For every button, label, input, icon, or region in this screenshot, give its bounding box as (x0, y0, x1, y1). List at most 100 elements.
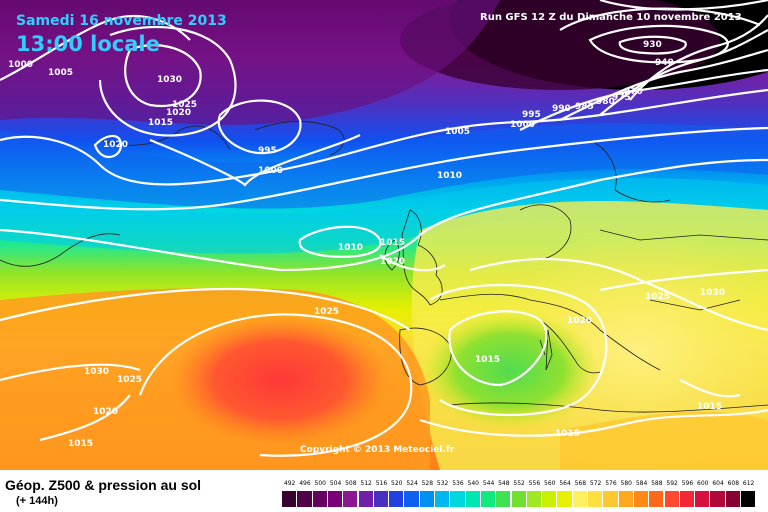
legend-label: 520 (391, 480, 403, 487)
legend-label: 608 (727, 480, 740, 487)
pressure-label: 1025 (117, 375, 142, 385)
legend-swatch (496, 491, 512, 507)
legend-swatch (603, 491, 619, 507)
pressure-label: 940 (655, 58, 674, 68)
coastlines (0, 121, 768, 413)
legend-swatch (557, 491, 573, 507)
legend-swatch (588, 491, 604, 507)
pressure-label: 1020 (93, 407, 118, 417)
legend-swatch (542, 491, 558, 507)
legend-label: 600 (697, 480, 709, 487)
pressure-label: 1020 (166, 108, 191, 118)
legend-label: 500 (314, 480, 326, 487)
forecast-lead-time: (+ 144h) (16, 495, 58, 507)
pressure-label: 1025 (172, 100, 197, 110)
legend-swatch (389, 491, 405, 507)
legend-swatch (649, 491, 665, 507)
legend-swatch (695, 491, 711, 507)
legend-swatch (741, 491, 757, 507)
pressure-label: 1030 (84, 367, 109, 377)
pressure-label: 985 (575, 102, 594, 112)
pressure-label: 1020 (567, 316, 592, 326)
pressure-label: 990 (552, 104, 571, 114)
pressure-label: 1010 (437, 171, 462, 181)
legend-label: 612 (742, 480, 755, 487)
blue-band (0, 123, 768, 209)
pressure-label: 930 (643, 40, 662, 50)
legend-label: 580 (620, 480, 632, 487)
legend-swatch (297, 491, 313, 507)
legend-label: 508 (345, 480, 357, 487)
pressure-label: 1025 (645, 292, 670, 302)
model-run-label: Run GFS 12 Z du Dimanche 10 novembre 201… (480, 12, 742, 23)
pressure-label: 1015 (555, 429, 580, 439)
pressure-label: 1000 (8, 60, 33, 70)
pressure-label: 1020 (103, 140, 128, 150)
legend-label: 548 (498, 480, 510, 487)
pressure-label: 1015 (475, 355, 500, 365)
legend-swatch (679, 491, 696, 507)
pressure-label: 1010 (338, 243, 363, 253)
legend-label: 576 (605, 480, 617, 487)
pressure-label: 1000 (258, 166, 283, 176)
pressure-label: 975 (612, 93, 631, 103)
map-area: 1000 1005 1030 1025 1020 1015 1020 995 1… (0, 0, 768, 470)
legend-swatch (419, 491, 435, 507)
pressure-label: 995 (522, 110, 541, 120)
pressure-label: 1030 (157, 75, 182, 85)
legend-label: 572 (589, 480, 602, 487)
legend-swatch (480, 491, 497, 507)
pressure-label: 995 (258, 146, 277, 156)
legend-label: 588 (651, 480, 663, 487)
legend-swatch (312, 491, 328, 507)
legend-swatch (358, 491, 374, 507)
legend-swatch (465, 491, 481, 507)
legend-label: 552 (513, 480, 525, 487)
legend-swatch (618, 491, 634, 507)
legend-label: 504 (329, 480, 342, 487)
legend-label: 524 (406, 480, 418, 487)
legend-label: 564 (559, 480, 571, 487)
legend-label: 592 (666, 480, 678, 487)
legend-swatch (404, 491, 420, 507)
legend-swatch (343, 491, 359, 507)
legend-label: 596 (681, 480, 694, 487)
cyan-band (0, 177, 768, 254)
pressure-labels: 1000 1005 1030 1025 1020 1015 1020 995 1… (8, 40, 725, 449)
legend-swatch (327, 491, 344, 507)
legend-label: 544 (482, 480, 495, 487)
legend-label: 604 (712, 480, 724, 487)
pressure-label: 1000 (510, 120, 535, 130)
legend-label: 540 (467, 480, 479, 487)
legend-label: 584 (635, 480, 648, 487)
pressure-label: 1015 (148, 118, 173, 128)
legend-label: 528 (421, 480, 434, 487)
pressure-label: 980 (596, 97, 615, 107)
legend-label: 568 (574, 480, 587, 487)
legend-swatch (450, 491, 466, 507)
legend-label: 512 (360, 480, 372, 487)
high-core-shading (170, 315, 390, 445)
pressure-label: 1020 (380, 257, 405, 267)
legend-swatch (725, 491, 741, 507)
legend-label: 492 (283, 480, 296, 487)
pressure-label: 1015 (697, 402, 722, 412)
legend-swatch (511, 491, 527, 507)
copyright-notice: Copyright © 2013 Meteociel.fr (300, 445, 455, 455)
legend-swatch (710, 491, 726, 507)
cutoff-low-shading (420, 310, 600, 430)
pressure-label: 1015 (380, 238, 405, 248)
legend-swatch (526, 491, 543, 507)
legend-label: 532 (436, 480, 449, 487)
legend-label: 556 (528, 480, 541, 487)
legend-swatch (633, 491, 650, 507)
isobars (0, 0, 768, 456)
chart-caption: Géop. Z500 & pression au sol (5, 477, 202, 493)
legend-label: 496 (299, 480, 311, 487)
pressure-label: 1015 (68, 439, 93, 449)
legend-swatch (664, 491, 680, 507)
pressure-label: 1030 (700, 288, 725, 298)
legend-swatch (282, 491, 298, 507)
pressure-label: 1005 (445, 127, 470, 137)
